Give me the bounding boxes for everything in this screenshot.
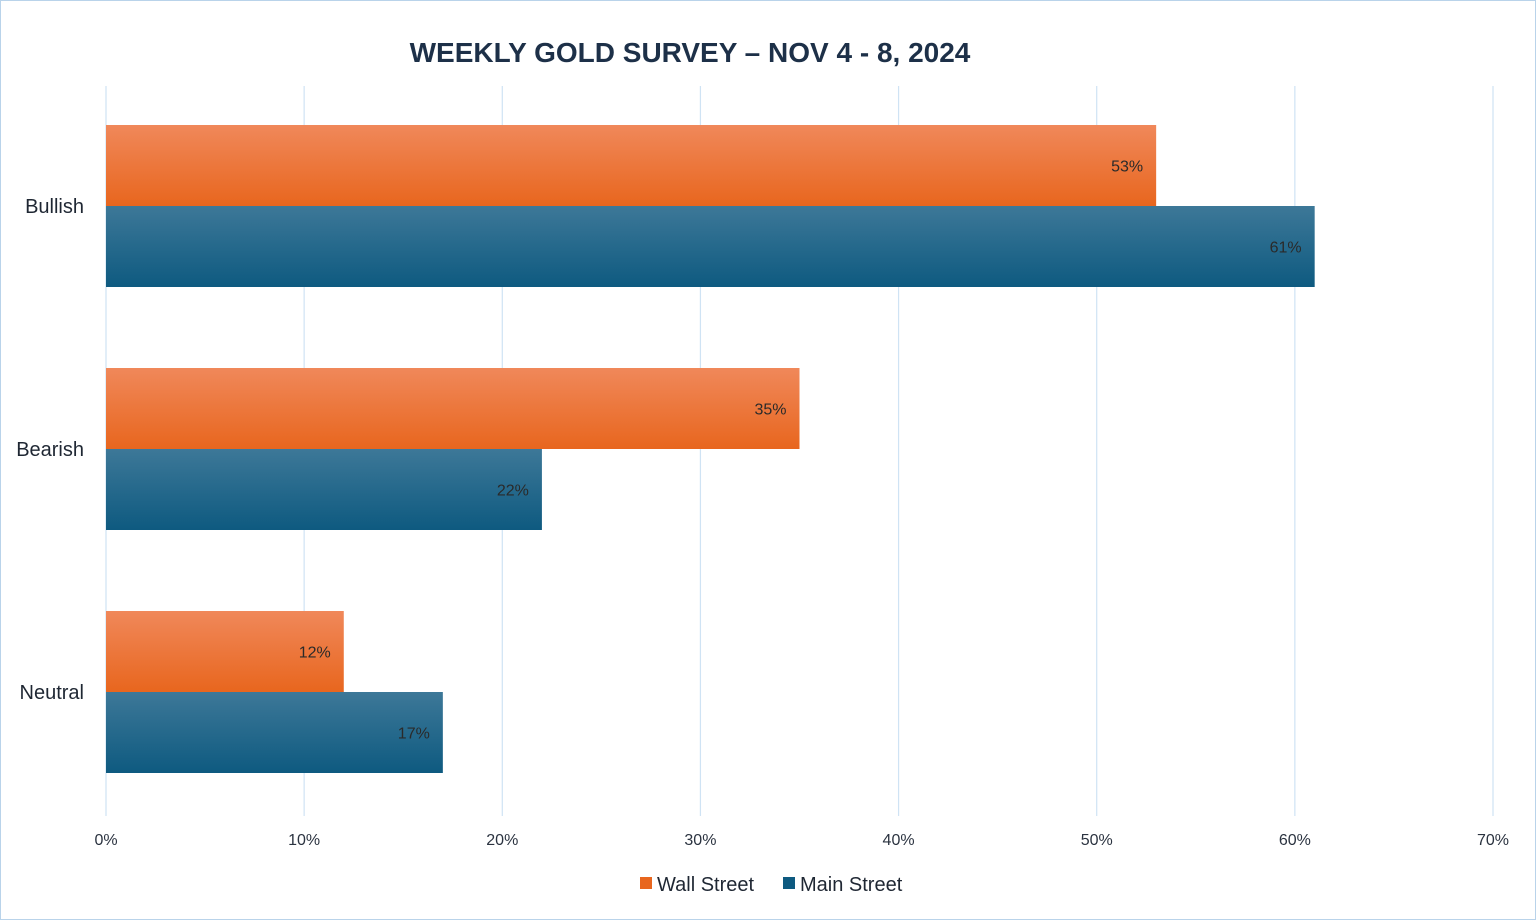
legend-swatch-wall-street xyxy=(640,877,652,889)
bar-wall-street-neutral xyxy=(106,611,344,692)
bars xyxy=(106,125,1315,773)
x-tick-label: 10% xyxy=(288,832,320,849)
category-labels: Bullish Bearish Neutral xyxy=(16,196,84,704)
x-axis-ticks: 0% 10% 20% 30% 40% 50% 60% 70% xyxy=(94,832,1509,849)
category-label-bearish: Bearish xyxy=(16,439,84,461)
legend: Wall Street Main Street xyxy=(640,874,903,896)
chart-title: WEEKLY GOLD SURVEY – NOV 4 - 8, 2024 xyxy=(410,37,971,68)
data-label-main-street-neutral: 17% xyxy=(398,726,430,743)
category-label-bullish: Bullish xyxy=(25,196,84,218)
data-label-main-street-bearish: 22% xyxy=(497,483,529,500)
legend-label-main-street: Main Street xyxy=(800,874,903,896)
data-label-wall-street-bearish: 35% xyxy=(754,402,786,419)
x-tick-label: 70% xyxy=(1477,832,1509,849)
category-label-neutral: Neutral xyxy=(20,682,84,704)
data-labels: 53% 61% 35% 22% 12% 17% xyxy=(299,159,1302,743)
x-tick-label: 60% xyxy=(1279,832,1311,849)
legend-swatch-main-street xyxy=(783,877,795,889)
bar-main-street-bearish xyxy=(106,449,542,530)
data-label-wall-street-bullish: 53% xyxy=(1111,159,1143,176)
bar-wall-street-bearish xyxy=(106,368,800,449)
x-tick-label: 30% xyxy=(684,832,716,849)
legend-label-wall-street: Wall Street xyxy=(657,874,755,896)
x-tick-label: 0% xyxy=(94,832,117,849)
data-label-main-street-bullish: 61% xyxy=(1270,240,1302,257)
x-tick-label: 50% xyxy=(1081,832,1113,849)
bar-main-street-neutral xyxy=(106,692,443,773)
bar-main-street-bullish xyxy=(106,206,1315,287)
x-tick-label: 40% xyxy=(883,832,915,849)
bar-wall-street-bullish xyxy=(106,125,1157,206)
x-tick-label: 20% xyxy=(486,832,518,849)
data-label-wall-street-neutral: 12% xyxy=(299,645,331,662)
